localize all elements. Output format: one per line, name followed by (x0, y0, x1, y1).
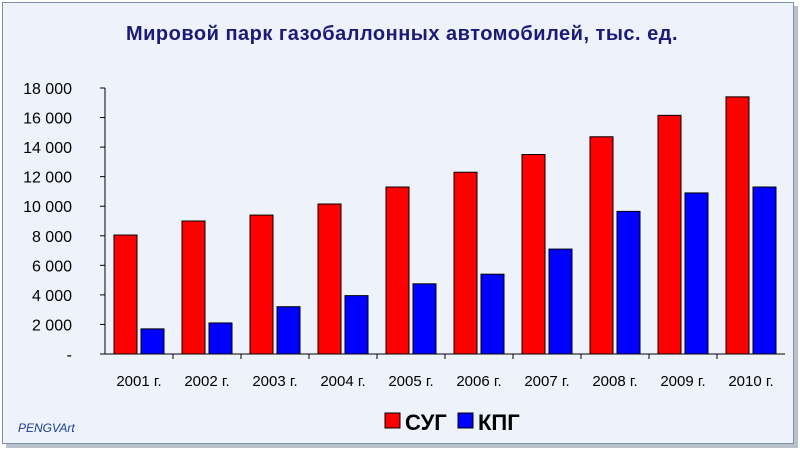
bar-lpg (521, 154, 546, 355)
x-tick-label: 2002 г. (184, 373, 229, 390)
y-tick-label: - (67, 347, 72, 364)
legend: СУГ КПГ (384, 410, 520, 435)
y-axis-ticks: - 2 000 4 000 6 000 8 000 10 000 12 000 14 000 1… (23, 81, 105, 364)
bar-lpg (725, 96, 750, 355)
legend-label-lpg: СУГ (405, 410, 447, 435)
bar-lpg (249, 214, 274, 355)
x-tick-label: 2006 г. (456, 373, 501, 390)
bar-cng (208, 322, 233, 355)
bars (113, 96, 777, 355)
x-tick-label: 2003 г. (252, 373, 297, 390)
x-tick-label: 2010 г. (728, 373, 773, 390)
bar-cng (276, 306, 301, 355)
x-tick-label: 2004 г. (320, 373, 365, 390)
x-axis-ticks: 2001 г. 2002 г. 2003 г. 2004 г. 2005 г. 2006 … (116, 354, 774, 390)
chart-title: Мировой парк газобаллонных автомобилей, … (126, 23, 678, 45)
bar-cng (480, 273, 505, 355)
bar-lpg (589, 136, 614, 355)
y-tick-label: 16 000 (23, 111, 72, 128)
y-tick-label: 8 000 (32, 229, 72, 246)
bar-cng (684, 192, 709, 355)
bar-cng (140, 328, 165, 355)
legend-swatch-cng (457, 412, 474, 429)
y-tick-label: 6 000 (32, 258, 72, 275)
legend-label-cng: КПГ (478, 410, 520, 435)
bar-lpg (657, 114, 682, 355)
bar-lpg (181, 220, 206, 355)
y-tick-label: 18 000 (23, 81, 72, 98)
x-tick-label: 2001 г. (116, 373, 161, 390)
bar-lpg (385, 186, 410, 355)
y-tick-label: 2 000 (32, 317, 72, 334)
x-tick-label: 2005 г. (388, 373, 433, 390)
bar-cng (752, 186, 777, 355)
x-tick-label: 2007 г. (524, 373, 569, 390)
y-tick-label: 14 000 (23, 140, 72, 157)
watermark: PENGVArt (18, 421, 75, 435)
y-tick-label: 12 000 (23, 170, 72, 187)
bar-lpg (113, 234, 138, 355)
bar-cng (548, 248, 573, 355)
y-tick-label: 4 000 (32, 288, 72, 305)
x-tick-label: 2009 г. (660, 373, 705, 390)
bar-lpg (317, 203, 342, 355)
x-tick-label: 2008 г. (592, 373, 637, 390)
bar-cng (344, 295, 369, 355)
y-tick-label: 10 000 (23, 199, 72, 216)
bar-cng (412, 283, 437, 355)
bar-cng (616, 210, 641, 355)
legend-swatch-lpg (384, 412, 401, 429)
bar-lpg (453, 171, 478, 355)
